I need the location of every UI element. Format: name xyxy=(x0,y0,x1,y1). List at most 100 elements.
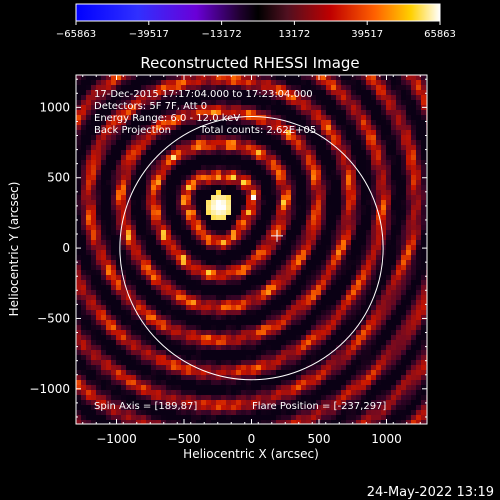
heatmap-cell xyxy=(261,240,266,245)
heatmap-cell xyxy=(201,185,206,190)
heatmap-cell xyxy=(161,90,166,95)
heatmap-cell xyxy=(226,145,231,150)
heatmap-cell xyxy=(336,135,341,140)
heatmap-cell xyxy=(386,360,391,365)
heatmap-cell xyxy=(201,335,206,340)
heatmap-cell xyxy=(206,110,211,115)
heatmap-cell xyxy=(126,420,131,424)
heatmap-cell xyxy=(176,230,181,235)
heatmap-cell xyxy=(106,150,111,155)
heatmap-cell xyxy=(401,355,406,360)
heatmap-cell xyxy=(391,180,396,185)
heatmap-cell xyxy=(411,95,416,100)
heatmap-cell xyxy=(141,260,146,265)
heatmap-cell xyxy=(186,395,191,400)
heatmap-cell xyxy=(236,260,241,265)
heatmap-cell xyxy=(126,175,131,180)
heatmap-cell xyxy=(386,210,391,215)
heatmap-cell xyxy=(246,195,251,200)
heatmap-cell xyxy=(411,130,416,135)
heatmap-cell xyxy=(151,385,156,390)
heatmap-cell xyxy=(166,85,171,90)
heatmap-cell xyxy=(391,220,396,225)
heatmap-cell xyxy=(211,140,216,145)
heatmap-cell xyxy=(226,385,231,390)
heatmap-cell xyxy=(276,220,281,225)
heatmap-cell xyxy=(201,305,206,310)
heatmap-cell xyxy=(136,195,141,200)
heatmap-cell xyxy=(366,255,371,260)
heatmap-cell xyxy=(201,300,206,305)
heatmap-cell xyxy=(246,290,251,295)
heatmap-cell xyxy=(291,145,296,150)
heatmap-cell xyxy=(86,115,91,120)
heatmap-cell xyxy=(411,200,416,205)
heatmap-cell xyxy=(351,105,356,110)
heatmap-cell xyxy=(181,140,186,145)
heatmap-cell xyxy=(256,320,261,325)
heatmap-cell xyxy=(296,125,301,130)
heatmap-cell xyxy=(376,420,381,424)
heatmap-cell xyxy=(406,355,411,360)
heatmap-cell xyxy=(86,205,91,210)
heatmap-cell xyxy=(201,175,206,180)
heatmap-cell xyxy=(146,265,151,270)
heatmap-cell xyxy=(166,325,171,330)
heatmap-cell xyxy=(356,380,361,385)
heatmap-cell xyxy=(341,410,346,415)
heatmap-cell xyxy=(216,90,221,95)
heatmap-cell xyxy=(81,175,86,180)
heatmap-cell xyxy=(166,90,171,95)
heatmap-cell xyxy=(276,265,281,270)
heatmap-cell xyxy=(126,265,131,270)
heatmap-cell xyxy=(416,265,421,270)
heatmap-cell xyxy=(256,95,261,100)
heatmap-cell xyxy=(171,80,176,85)
heatmap-cell xyxy=(376,320,381,325)
heatmap-cell xyxy=(156,395,161,400)
heatmap-cell xyxy=(356,135,361,140)
heatmap-cell xyxy=(386,300,391,305)
heatmap-cell xyxy=(161,385,166,390)
heatmap-cell xyxy=(286,320,291,325)
heatmap-cell xyxy=(266,90,271,95)
heatmap-cell xyxy=(341,205,346,210)
heatmap-cell xyxy=(241,185,246,190)
heatmap-cell xyxy=(376,115,381,120)
heatmap-cell xyxy=(261,180,266,185)
heatmap-cell xyxy=(111,145,116,150)
heatmap-cell xyxy=(356,155,361,160)
heatmap-cell xyxy=(276,240,281,245)
heatmap-cell xyxy=(166,375,171,380)
heatmap-cell xyxy=(306,95,311,100)
heatmap-cell xyxy=(106,320,111,325)
heatmap-cell xyxy=(286,265,291,270)
heatmap-cell xyxy=(241,75,246,80)
heatmap-cell xyxy=(151,390,156,395)
heatmap-cell xyxy=(216,180,221,185)
heatmap-cell xyxy=(111,165,116,170)
heatmap-cell xyxy=(206,95,211,100)
heatmap-cell xyxy=(101,215,106,220)
heatmap-cell xyxy=(381,175,386,180)
heatmap-cell xyxy=(106,215,111,220)
heatmap-cell xyxy=(226,265,231,270)
heatmap-cell xyxy=(371,250,376,255)
heatmap-cell xyxy=(166,355,171,360)
heatmap-cell xyxy=(416,345,421,350)
heatmap-cell xyxy=(201,90,206,95)
heatmap-cell xyxy=(206,255,211,260)
heatmap-cell xyxy=(201,130,206,135)
heatmap-cell xyxy=(76,155,81,160)
heatmap-cell xyxy=(351,215,356,220)
heatmap-cell xyxy=(86,285,91,290)
heatmap-cell xyxy=(271,390,276,395)
heatmap-cell xyxy=(86,190,91,195)
heatmap-cell xyxy=(236,90,241,95)
heatmap-cell xyxy=(386,345,391,350)
heatmap-cell xyxy=(136,150,141,155)
heatmap-cell xyxy=(306,125,311,130)
heatmap-cell xyxy=(96,95,101,100)
heatmap-cell xyxy=(181,200,186,205)
heatmap-cell xyxy=(256,270,261,275)
